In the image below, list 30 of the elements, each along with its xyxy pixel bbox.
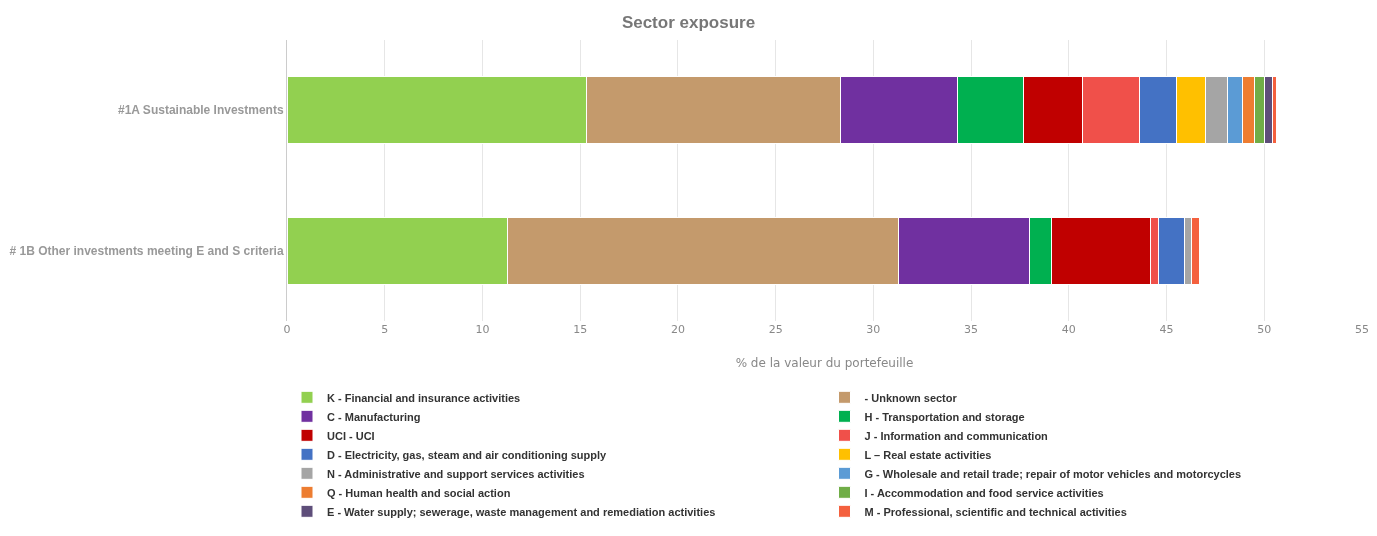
x-axis-title: % de la valeur du portefeuille (735, 356, 914, 370)
legend-label: C - Manufacturing (327, 410, 421, 423)
legend-label: E - Water supply; sewerage, waste management and remediation activities (327, 505, 716, 518)
x-tick-label: 25 (768, 323, 783, 336)
x-tick-label: 40 (1061, 323, 1076, 336)
y-tick-label: # 1B Other investments meeting E and S criteria (9, 243, 284, 258)
x-tick-label: 0 (283, 323, 291, 336)
x-tick-label: 45 (1159, 323, 1174, 336)
legend-label: UCI - UCI (327, 429, 375, 442)
x-tick-label: 20 (670, 323, 685, 336)
legend-label: D - Electricity, gas, steam and air conditioning supply (327, 448, 608, 461)
x-tick-label: 50 (1257, 323, 1272, 336)
chart-title: Sector exposure (621, 12, 756, 32)
legend-label: L – Real estate activities (864, 448, 992, 461)
legend-label: M - Professional, scientific and technical activities (864, 505, 1127, 518)
legend-label: K - Financial and insurance activities (327, 391, 521, 404)
x-tick-label: 55 (1355, 323, 1369, 336)
y-tick-label: #1A Sustainable Investments (117, 103, 284, 118)
legend-label: G - Wholesale and retail trade; repair of motor vehicles and motorcycles (864, 467, 1242, 480)
legend-label: N - Administrative and support services activities (327, 467, 585, 480)
x-tick-label: 10 (475, 323, 490, 336)
legend-label: H - Transportation and storage (864, 410, 1025, 423)
legend-label: J - Information and communication (864, 429, 1049, 442)
x-tick-label: 5 (381, 323, 389, 336)
x-tick-label: 30 (866, 323, 881, 336)
legend-label: I - Accommodation and food service activities (864, 486, 1104, 499)
x-tick-label: 35 (964, 323, 979, 336)
legend-label: Q - Human health and social action (327, 486, 511, 499)
legend-label: - Unknown sector (864, 391, 958, 404)
x-tick-label: 15 (573, 323, 588, 336)
